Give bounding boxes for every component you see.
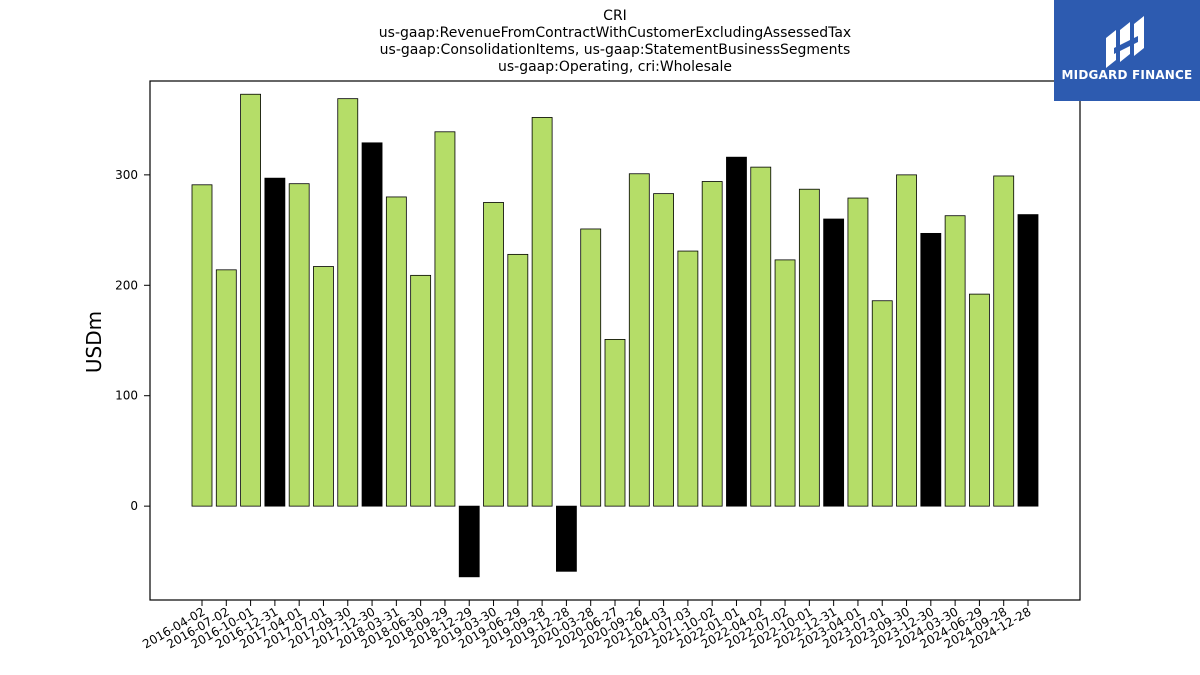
bar	[701, 181, 723, 507]
bar	[750, 166, 772, 507]
bars	[191, 93, 1039, 578]
bar	[556, 505, 577, 572]
y-tick-label: 0	[130, 499, 138, 513]
bar	[410, 274, 432, 507]
bar	[993, 175, 1015, 507]
bar	[871, 300, 893, 507]
bar	[385, 196, 407, 507]
bar	[677, 250, 699, 507]
bar	[847, 197, 869, 507]
chart-title-line: us-gaap:Operating, cri:Wholesale	[498, 59, 732, 75]
bar	[653, 193, 674, 507]
bar	[604, 338, 626, 507]
bar	[1017, 214, 1039, 507]
y-axis-label: USDm	[82, 311, 106, 373]
logo-mark-icon	[1106, 16, 1144, 68]
bar	[969, 293, 990, 507]
bar	[920, 232, 942, 507]
bar	[264, 177, 286, 507]
y-tick-label: 100	[115, 389, 138, 403]
chart-title-line: us-gaap:ConsolidationItems, us-gaap:Stat…	[380, 42, 851, 58]
x-axis: 2016-04-022016-07-022016-10-012016-12-31…	[140, 600, 1034, 651]
bar	[774, 259, 796, 507]
bar	[337, 98, 359, 507]
bar	[313, 266, 334, 507]
bar	[458, 505, 480, 578]
bar	[823, 218, 845, 507]
logo-text: MIDGARD FINANCE	[1061, 68, 1193, 82]
bar	[288, 183, 310, 507]
bar	[215, 269, 237, 507]
bar	[944, 215, 966, 507]
bar	[507, 253, 529, 507]
chart-title-line: us-gaap:RevenueFromContractWithCustomerE…	[379, 25, 851, 41]
midgard-finance-logo: MIDGARD FINANCE	[1054, 0, 1200, 101]
bar	[483, 202, 504, 507]
bar	[726, 156, 747, 507]
bar	[896, 174, 917, 507]
bar	[361, 142, 383, 507]
bar	[240, 93, 261, 507]
bar	[531, 117, 553, 507]
bar	[798, 188, 820, 507]
y-axis: 0 100 200 300	[115, 168, 150, 513]
chart-title-line: CRI	[603, 8, 627, 24]
y-tick-label: 300	[115, 168, 138, 182]
y-tick-label: 200	[115, 278, 138, 292]
chart-title: CRIus-gaap:RevenueFromContractWithCustom…	[379, 8, 851, 75]
bar	[580, 228, 602, 507]
bar	[628, 173, 650, 507]
bar	[434, 131, 456, 507]
bar	[191, 184, 213, 507]
